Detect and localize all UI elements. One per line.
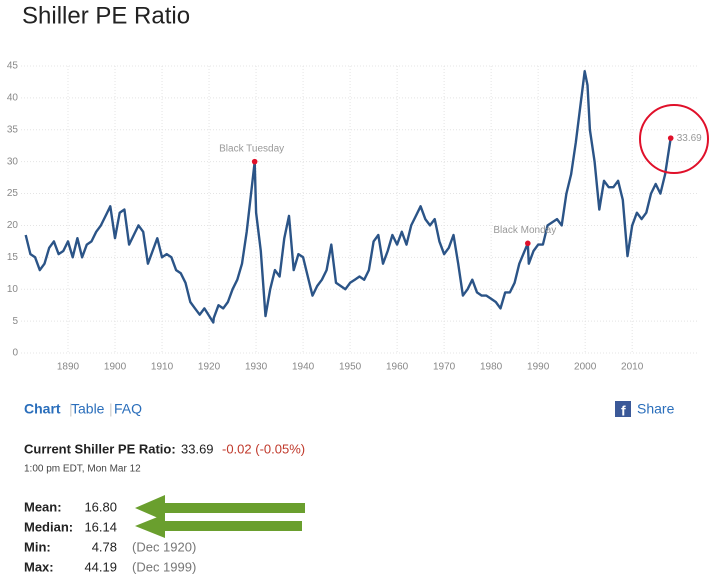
annotation-label: Black Tuesday [219, 143, 284, 154]
current-time: 1:00 pm EDT, Mon Mar 12 [24, 464, 141, 475]
y-tick-label: 15 [7, 252, 19, 263]
stat-label: Min: [24, 539, 51, 554]
stat-value: 16.14 [84, 519, 117, 534]
y-tick-label: 20 [7, 220, 19, 231]
stat-label: Max: [24, 559, 54, 574]
x-tick-label: 1930 [245, 362, 268, 373]
annotation-dot [525, 240, 531, 247]
stat-value: 44.19 [84, 559, 117, 574]
annotation-label: Black Monday [493, 225, 556, 236]
y-tick-label: 35 [7, 124, 19, 135]
arrow [135, 495, 305, 521]
current-value: 33.69 [181, 441, 214, 456]
separator: | [69, 401, 73, 417]
x-tick-label: 1900 [104, 362, 127, 373]
tab[interactable]: Chart [24, 401, 61, 417]
current-label: Current Shiller PE Ratio: [24, 441, 176, 456]
y-tick-label: 40 [7, 93, 19, 104]
x-tick-label: 2000 [574, 362, 597, 373]
y-tick-label: 5 [12, 316, 18, 327]
annotation-dot [667, 135, 674, 141]
tab[interactable]: FAQ [114, 401, 142, 417]
y-tick-label: 45 [7, 61, 19, 72]
stat-value: 4.78 [92, 539, 117, 554]
chart-title: Shiller PE Ratio [22, 2, 190, 29]
line [24, 70, 672, 324]
facebook-f: f [621, 403, 626, 419]
chart: 0 5 10 15 20 25 30 35 40 45 1890 1900 1910 1920 1930 19… [7, 61, 702, 373]
share-button[interactable]: Share [637, 401, 675, 417]
x-tick-label: 2010 [621, 362, 644, 373]
x-tick-label: 1980 [480, 362, 503, 373]
annotation-label: 33.69 [677, 133, 702, 144]
x-tick-label: 1920 [198, 362, 221, 373]
stat-date: (Dec 1999) [132, 559, 196, 574]
y-tick-label: 25 [7, 188, 19, 199]
highlight-circle [639, 104, 709, 174]
separator: | [109, 401, 113, 417]
y-tick-label: 30 [7, 156, 19, 167]
x-tick-label: 1940 [292, 362, 315, 373]
x-tick-label: 1970 [433, 362, 456, 373]
facebook-icon[interactable] [615, 401, 631, 417]
annotation-dot [251, 158, 258, 165]
current-change: -0.02 (-0.05%) [222, 441, 305, 456]
x-tick-label: 1950 [339, 362, 362, 373]
stat-date: (Dec 1920) [132, 539, 196, 554]
arrow [135, 514, 302, 538]
y-tick-label: 0 [12, 348, 18, 359]
y-tick-label: 10 [7, 284, 19, 295]
x-tick-label: 1960 [386, 362, 409, 373]
x-tick-label: 1890 [57, 362, 80, 373]
x-tick-label: 1990 [527, 362, 550, 373]
tab[interactable]: Table [71, 401, 105, 417]
stat-label: Mean: [24, 499, 62, 514]
x-tick-label: 1910 [151, 362, 174, 373]
stat-label: Median: [24, 519, 73, 534]
stat-value: 16.80 [84, 499, 117, 514]
